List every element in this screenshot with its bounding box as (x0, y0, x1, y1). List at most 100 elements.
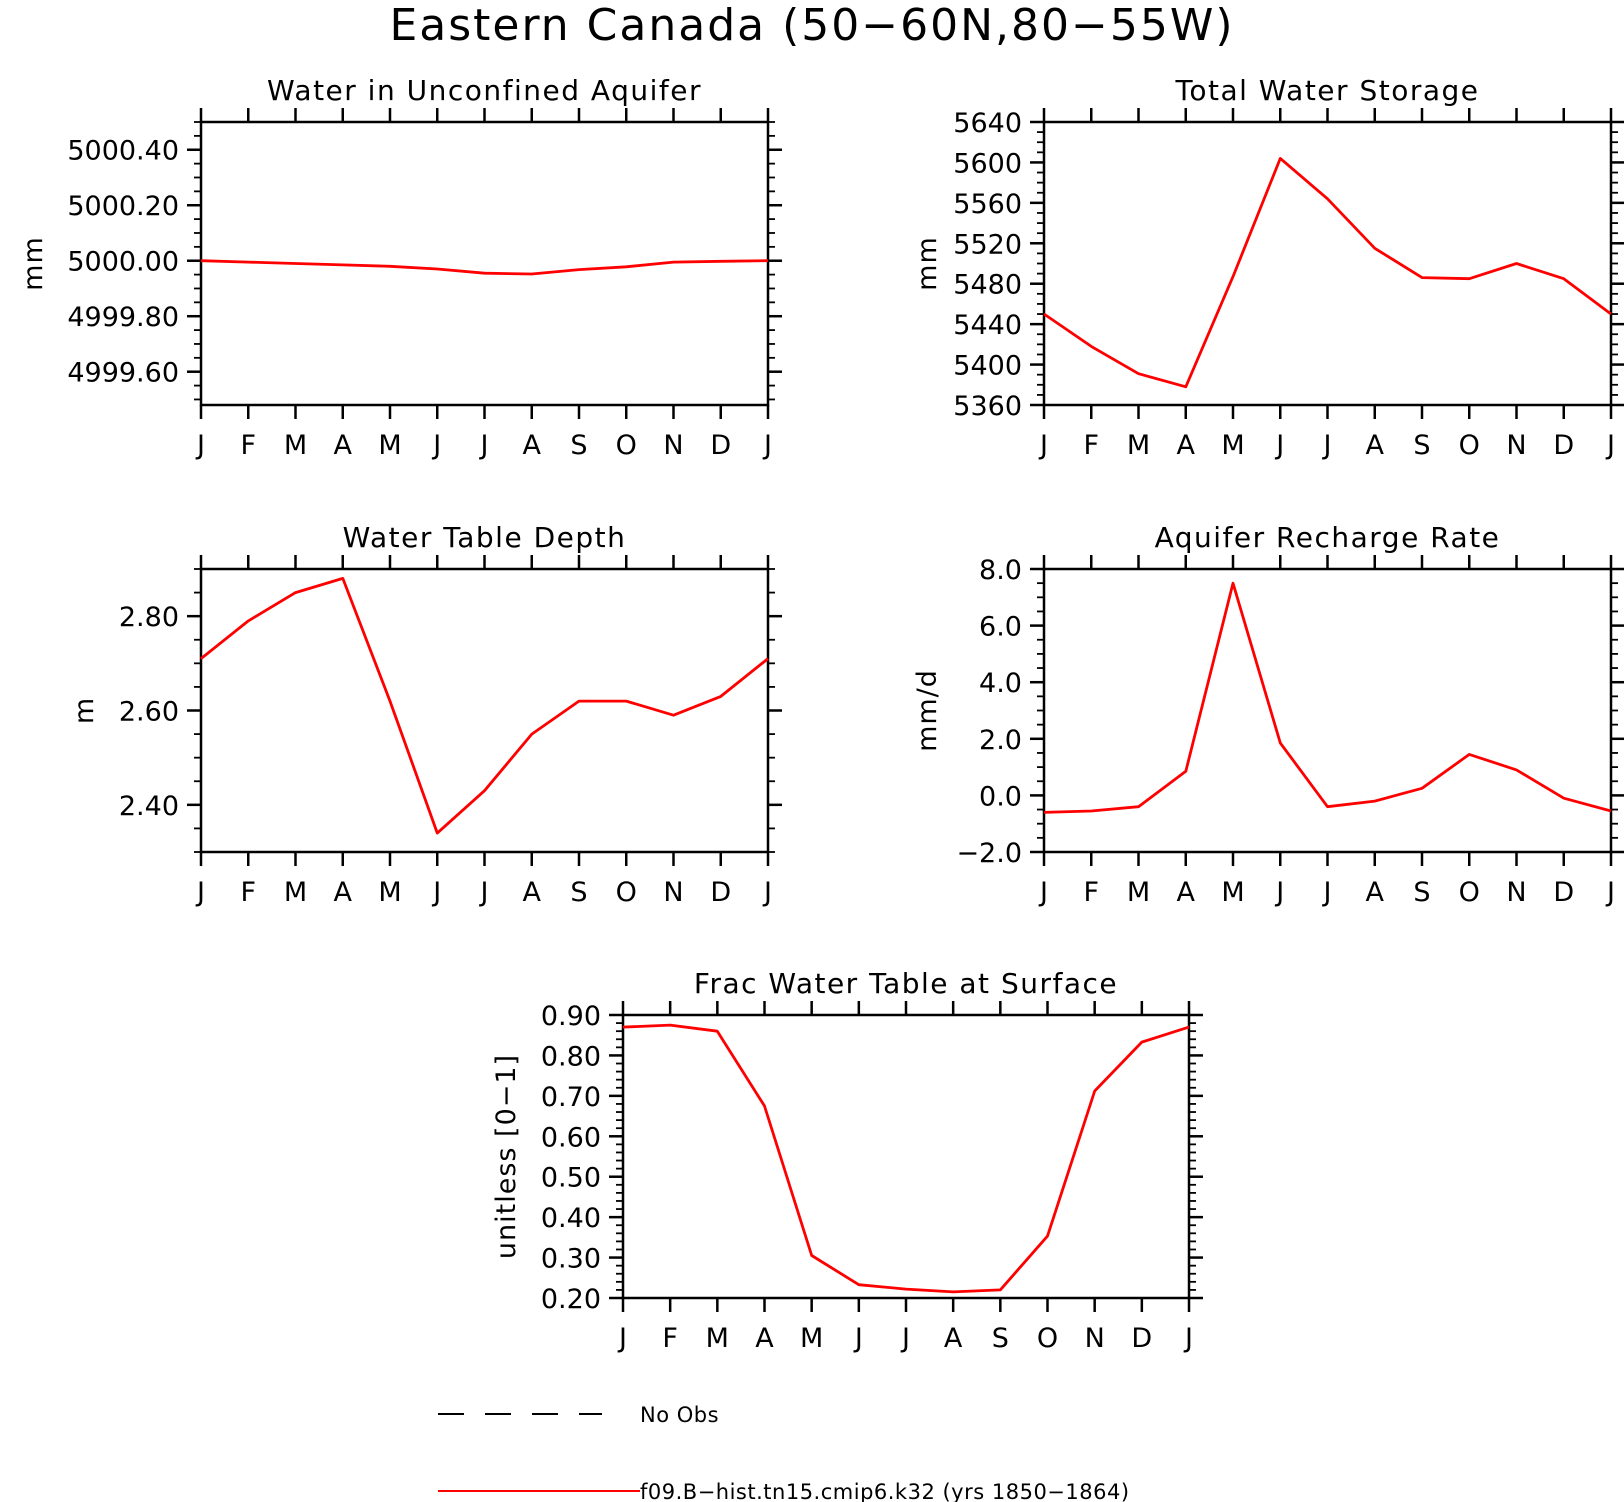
x-tick-label: N (663, 430, 683, 461)
legend: No Obs f09.B−hist.tn15.cmip6.k32 (yrs 18… (438, 1403, 1130, 1502)
series-line-water-table-depth (200, 577, 769, 835)
y-tick-label: 5360 (953, 391, 1022, 422)
x-tick-label: A (334, 430, 353, 461)
x-tick-label: J (1605, 877, 1615, 908)
y-tick-label: 0.80 (541, 1041, 601, 1072)
panel-title: Frac Water Table at Surface (694, 967, 1118, 1000)
x-tick-label: S (1413, 877, 1430, 908)
x-tick-label: M (284, 430, 307, 461)
y-tick-label: 5520 (953, 229, 1022, 260)
x-tick-label: S (1413, 430, 1430, 461)
x-tick-label: D (710, 430, 731, 461)
plot-frame (1042, 567, 1613, 854)
x-tick-label: F (1083, 430, 1099, 461)
y-tick-label: 0.90 (541, 1001, 601, 1032)
y-tick-label: 0.30 (541, 1244, 601, 1275)
y-tick-label: 5400 (953, 351, 1022, 382)
y-axis-label: unitless [0−1] (491, 1054, 522, 1259)
x-tick-label: J (195, 430, 205, 461)
x-tick-label: O (616, 877, 637, 908)
x-tick-label: J (431, 430, 441, 461)
y-tick-label: 5000.20 (67, 191, 179, 222)
panel-title: Water in Unconfined Aquifer (267, 74, 702, 107)
x-tick-label: J (1183, 1323, 1193, 1354)
y-tick-label: 4999.80 (67, 302, 179, 333)
x-tick-label: A (1177, 877, 1196, 908)
x-tick-label: D (710, 877, 731, 908)
x-tick-label: M (1221, 877, 1244, 908)
x-tick-label: O (1037, 1323, 1058, 1354)
x-tick-label: D (1553, 430, 1574, 461)
series-line-frac-water-table-at-surface (622, 1023, 1190, 1294)
x-tick-label: M (1221, 430, 1244, 461)
x-tick-label: A (1366, 430, 1385, 461)
y-tick-label: 5640 (953, 108, 1022, 139)
x-tick-label: J (479, 877, 489, 908)
x-tick-label: J (1038, 877, 1048, 908)
x-tick-label: N (1085, 1323, 1105, 1354)
y-tick-label: 4999.60 (67, 358, 179, 389)
y-tick-label: 2.0 (979, 725, 1022, 756)
x-tick-label: A (334, 877, 353, 908)
series-line-aquifer-recharge-rate (1043, 581, 1612, 814)
x-tick-label: J (853, 1323, 863, 1354)
panel-title: Aquifer Recharge Rate (1155, 521, 1501, 554)
y-tick-label: 2.80 (119, 602, 179, 633)
plot-frame (621, 1013, 1191, 1300)
y-tick-label: 2.60 (119, 697, 179, 728)
y-tick-label: 0.50 (541, 1163, 601, 1194)
x-tick-label: A (1177, 430, 1196, 461)
y-axis-label: mm (912, 236, 943, 291)
x-tick-label: J (1322, 877, 1332, 908)
x-tick-label: F (240, 430, 256, 461)
legend-model-label: f09.B−hist.tn15.cmip6.k32 (yrs 1850−1864… (640, 1480, 1130, 1502)
x-tick-label: N (663, 877, 683, 908)
x-tick-label: J (1322, 430, 1332, 461)
x-tick-label: M (378, 877, 401, 908)
y-tick-label: 8.0 (979, 555, 1022, 586)
x-tick-label: J (762, 877, 772, 908)
x-tick-label: N (1506, 877, 1526, 908)
x-tick-label: A (944, 1323, 963, 1354)
series-line-total-water-storage (1043, 156, 1612, 389)
y-tick-label: 5000.40 (67, 136, 179, 167)
y-axis-label: mm (18, 236, 49, 291)
y-tick-label: 5560 (953, 189, 1022, 220)
x-tick-label: J (900, 1323, 910, 1354)
x-tick-label: A (523, 877, 542, 908)
y-tick-label: 6.0 (979, 612, 1022, 643)
x-tick-label: M (706, 1323, 729, 1354)
x-tick-label: F (1083, 877, 1099, 908)
x-tick-label: J (617, 1323, 627, 1354)
x-tick-label: J (479, 430, 489, 461)
x-tick-label: D (1553, 877, 1574, 908)
x-tick-label: A (1366, 877, 1385, 908)
x-tick-label: F (662, 1323, 678, 1354)
x-tick-label: M (1127, 877, 1150, 908)
x-tick-label: S (992, 1323, 1009, 1354)
legend-obs-label: No Obs (640, 1403, 719, 1427)
x-tick-label: F (240, 877, 256, 908)
x-tick-label: J (762, 430, 772, 461)
x-tick-label: O (616, 430, 637, 461)
y-tick-label: 0.0 (979, 781, 1022, 812)
x-tick-label: S (570, 877, 587, 908)
x-tick-label: O (1459, 430, 1480, 461)
y-tick-label: 4.0 (979, 668, 1022, 699)
y-tick-label: 0.70 (541, 1082, 601, 1113)
x-tick-label: J (1274, 877, 1284, 908)
y-tick-label: 5600 (953, 148, 1022, 179)
x-tick-label: J (1038, 430, 1048, 461)
panel-title: Total Water Storage (1174, 74, 1479, 107)
x-tick-label: J (431, 877, 441, 908)
x-tick-label: M (1127, 430, 1150, 461)
y-tick-label: 0.20 (541, 1284, 601, 1315)
y-tick-label: 5440 (953, 310, 1022, 341)
x-tick-label: J (195, 877, 205, 908)
x-tick-label: M (800, 1323, 823, 1354)
